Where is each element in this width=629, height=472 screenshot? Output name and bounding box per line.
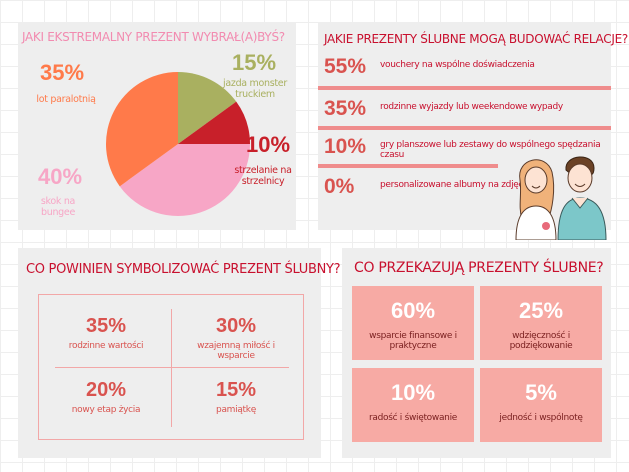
convey-tile: 5% jedność i wspólnotę — [480, 368, 602, 442]
pie-slice-bungee — [119, 144, 250, 216]
row-divider — [318, 164, 498, 168]
symbol-value: 15% — [215, 379, 257, 401]
convey-tile: 10% radość i świętowanie — [352, 368, 474, 442]
pie-chart — [106, 72, 250, 216]
symbol-grid: 35% rodzinne wartości 30% wzajemną miłoś… — [38, 294, 304, 440]
relation-pct: 55% — [324, 55, 367, 78]
slice-label-value-shooting: 10% — [246, 132, 291, 157]
slice-label-monster-truck: jazda monster truckiem — [223, 78, 287, 100]
convey-panel: CO PRZEKAZUJĄ PREZENTY ŚLUBNE? 60% wspar… — [342, 248, 611, 458]
relation-pct: 10% — [324, 135, 367, 158]
slice-label-paraglide: lot paralotnią — [36, 94, 96, 105]
relation-row: 0% personalizowane albumy na zdjęcia — [318, 172, 611, 204]
relation-row: 55% vouchery na wspólne doświadczenia — [318, 52, 611, 84]
relation-text: gry planszowe lub zestawy do wspólnego s… — [380, 140, 601, 160]
symbol-cell: 20% nowy etap życia — [51, 379, 161, 415]
symbol-cell: 35% rodzinne wartości — [51, 315, 161, 351]
symbol-cell: 15% pamiątkę — [181, 379, 291, 415]
symbol-cell: 30% wzajemną miłość i wsparcie — [181, 315, 291, 361]
pie-slice-paraglide — [106, 72, 178, 187]
symbol-value: 20% — [85, 379, 127, 401]
symbol-label: rodzinne wartości — [68, 341, 144, 351]
convey-label: wdzięczność i podziękowanie — [509, 331, 573, 351]
pie-panel: JAKI EKSTREMALNY PREZENT WYBRAŁ(A)BYŚ? 3… — [18, 22, 296, 230]
symbol-panel: CO POWINIEN SYMBOLIZOWAĆ PREZENT ŚLUBNY?… — [18, 248, 341, 458]
symbol-label: wzajemną miłość i wsparcie — [197, 341, 275, 361]
row-divider — [318, 126, 611, 130]
relations-title: JAKIE PREZENTY ŚLUBNE MOGĄ BUDOWAĆ RELAC… — [324, 32, 628, 46]
convey-value: 60% — [390, 298, 436, 323]
symbol-label: nowy etap życia — [71, 405, 141, 415]
convey-label: wsparcie finansowe i praktyczne — [369, 331, 457, 351]
symbol-value: 35% — [85, 315, 127, 337]
slice-label-value-monster-truck: 15% — [232, 50, 277, 75]
relation-pct: 0% — [324, 175, 355, 198]
pie-slice-monster-truck — [178, 72, 237, 144]
convey-value: 10% — [390, 380, 436, 405]
relation-row: 35% rodzinne wyjazdy lub weekendowe wypa… — [318, 94, 611, 126]
relation-row: 10% gry planszowe lub zestawy do wspólne… — [318, 132, 611, 164]
slice-label-value-paraglide: 35% — [40, 60, 85, 85]
convey-value: 25% — [518, 298, 564, 323]
convey-tile: 25% wdzięczność i podziękowanie — [480, 286, 602, 360]
symbol-label: pamiątkę — [216, 405, 256, 415]
convey-value: 5% — [525, 380, 557, 405]
convey-title: CO PRZEKAZUJĄ PREZENTY ŚLUBNE? — [354, 260, 604, 276]
row-divider — [318, 86, 611, 90]
grid-divider — [55, 367, 289, 368]
relation-pct: 35% — [324, 97, 367, 120]
convey-label: jedność i wspólnotę — [499, 413, 583, 423]
relation-text: vouchery na wspólne doświadczenia — [380, 60, 535, 70]
relation-text: personalizowane albumy na zdjęcia — [380, 180, 531, 190]
convey-tile: 60% wsparcie finansowe i praktyczne — [352, 286, 474, 360]
convey-label: radość i świętowanie — [368, 413, 458, 423]
relation-text: rodzinne wyjazdy lub weekendowe wypady — [380, 102, 563, 112]
couple-illustration — [515, 156, 607, 240]
slice-label-value-bungee: 40% — [38, 164, 83, 189]
grid-divider — [171, 309, 172, 427]
pie-slice-shooting — [178, 101, 250, 144]
slice-label-bungee: skok na bungee — [40, 196, 76, 218]
relations-panel: JAKIE PREZENTY ŚLUBNE MOGĄ BUDOWAĆ RELAC… — [318, 22, 628, 230]
symbol-value: 30% — [215, 315, 257, 337]
slice-label-shooting: strzelanie na strzelnicy — [234, 165, 292, 187]
symbol-title: CO POWINIEN SYMBOLIZOWAĆ PREZENT ŚLUBNY? — [26, 262, 341, 277]
pie-title: JAKI EKSTREMALNY PREZENT WYBRAŁ(A)BYŚ? — [22, 30, 285, 44]
